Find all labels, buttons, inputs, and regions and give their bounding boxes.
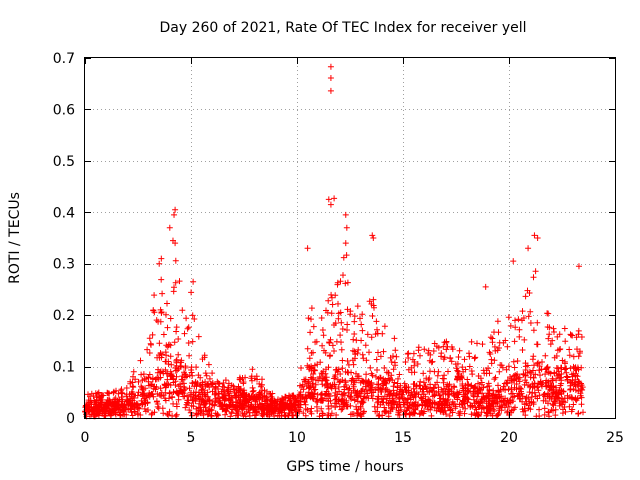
outlier-point <box>327 63 334 70</box>
outlier-point <box>166 224 173 231</box>
y-tick-label: 0.6 <box>53 102 75 118</box>
outlier-point <box>172 240 179 247</box>
outlier-point <box>327 201 334 208</box>
x-tick-label: 25 <box>606 430 624 446</box>
outlier-point <box>510 258 517 265</box>
x-axis-label: GPS time / hours <box>286 459 403 475</box>
outlier-point <box>525 245 532 252</box>
outlier-point <box>342 240 349 247</box>
y-tick-label: 0.7 <box>53 51 75 67</box>
data-points <box>82 63 586 420</box>
y-tick-label: 0.2 <box>53 308 75 324</box>
outlier-point <box>171 211 178 218</box>
y-tick-labels: 0 0.1 0.2 0.3 0.4 0.5 0.6 0.7 <box>53 51 75 427</box>
plot-border <box>84 57 616 419</box>
y-tick-label: 0.3 <box>53 257 75 273</box>
outlier-point <box>531 232 538 239</box>
outlier-point <box>327 75 334 82</box>
chart-title: Day 260 of 2021, Rate Of TEC Index for r… <box>159 20 526 36</box>
outlier-point <box>343 224 350 231</box>
outlier-point <box>158 255 165 262</box>
x-tick-label: 10 <box>288 430 306 446</box>
outlier-point <box>327 87 334 94</box>
y-tick-label: 0.4 <box>53 205 75 221</box>
axis-ticks <box>85 58 616 419</box>
outlier-point <box>130 368 137 375</box>
outlier-point <box>172 206 179 213</box>
x-tick-label: 5 <box>187 430 196 446</box>
outlier-point <box>370 235 377 241</box>
y-tick-label: 0.5 <box>53 154 75 170</box>
outlier-point <box>331 195 338 202</box>
scatter-point-cloud <box>82 252 586 420</box>
outlier-point <box>369 232 376 239</box>
outlier-point <box>156 260 163 267</box>
x-tick-label: 20 <box>500 430 518 446</box>
x-tick-label: 0 <box>81 430 90 446</box>
outlier-point <box>190 278 197 285</box>
outlier-point <box>304 245 311 252</box>
outlier-point <box>575 263 582 270</box>
outlier-point <box>325 196 332 203</box>
outlier-point <box>342 211 349 218</box>
outlier-point <box>482 283 489 290</box>
y-tick-label: 0 <box>66 411 75 427</box>
y-tick-label: 0.1 <box>53 360 75 376</box>
y-axis-label: ROTI / TECUs <box>7 192 23 284</box>
x-tick-label: 15 <box>394 430 412 446</box>
x-tick-labels: 0 5 10 15 20 25 <box>81 430 624 446</box>
outlier-point <box>534 235 541 241</box>
